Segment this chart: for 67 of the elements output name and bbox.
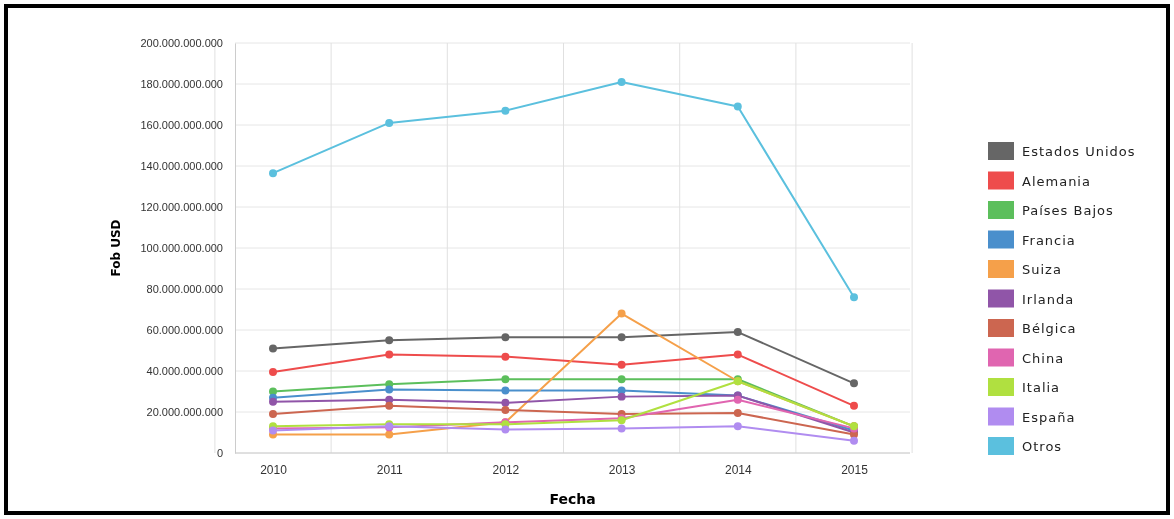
point	[501, 106, 510, 115]
y-tick-label: 160.000.000.000	[140, 119, 223, 132]
legend-label: Bélgica	[1022, 321, 1077, 336]
point	[733, 102, 742, 111]
legend-label: Estados Unidos	[1022, 144, 1136, 159]
point	[501, 425, 510, 434]
point	[385, 385, 394, 394]
point	[617, 333, 626, 342]
point	[269, 410, 277, 419]
x-tick-label: 2010	[260, 462, 288, 477]
legend-label: Alemania	[1022, 173, 1091, 189]
point	[501, 333, 510, 342]
point	[733, 350, 742, 359]
point	[850, 401, 858, 410]
y-tick-label: 40.000.000.000	[146, 365, 223, 378]
y-tick-label: 60.000.000.000	[146, 324, 223, 337]
y-tick-label: 100.000.000.000	[140, 242, 223, 255]
point	[269, 397, 277, 406]
x-tick-label: 2012	[492, 462, 520, 477]
point	[733, 409, 742, 418]
point	[385, 118, 394, 127]
legend-label: Francia	[1022, 232, 1076, 248]
point	[617, 424, 626, 433]
point	[617, 309, 626, 318]
legend-label: China	[1022, 350, 1065, 366]
point	[850, 293, 858, 302]
x-tick-label: 2013	[608, 462, 636, 477]
y-tick-label: 200.000.000.000	[140, 37, 223, 50]
point	[385, 430, 394, 439]
y-tick-label: 0	[216, 447, 223, 460]
point	[269, 368, 277, 377]
point	[617, 360, 626, 369]
y-tick-label: 20.000.000.000	[146, 406, 223, 419]
x-tick-label: 2015	[841, 462, 869, 477]
point	[850, 379, 858, 388]
point	[501, 375, 510, 384]
point	[385, 350, 394, 359]
point	[501, 352, 510, 361]
legend-label: Suiza	[1022, 262, 1062, 277]
x-tick-label: 2011	[376, 462, 403, 477]
point	[733, 328, 742, 337]
x-tick-label: 2014	[724, 462, 752, 477]
point	[617, 375, 626, 384]
y-axis-title: Fob USD	[109, 219, 123, 277]
y-tick-label: 80.000.000.000	[146, 283, 223, 296]
point	[501, 398, 510, 407]
point	[269, 387, 277, 396]
point	[385, 336, 394, 345]
point	[617, 392, 626, 401]
legend-label: Países Bajos	[1022, 203, 1114, 218]
y-tick-label: 120.000.000.000	[140, 201, 223, 214]
point	[269, 169, 277, 178]
legend-label: España	[1022, 409, 1076, 425]
point	[733, 422, 742, 431]
legend-label: Otros	[1022, 439, 1063, 454]
point	[617, 77, 626, 86]
point	[501, 386, 510, 395]
point	[269, 344, 277, 353]
x-axis-title: Fecha	[549, 491, 596, 507]
y-tick-label: 140.000.000.000	[140, 160, 223, 173]
legend-label: Irlanda	[1022, 291, 1075, 307]
point	[501, 405, 510, 414]
legend-label: Italia	[1022, 380, 1061, 395]
point	[733, 395, 742, 404]
point	[850, 436, 858, 445]
point	[385, 401, 394, 410]
y-tick-label: 180.000.000.000	[140, 78, 223, 91]
